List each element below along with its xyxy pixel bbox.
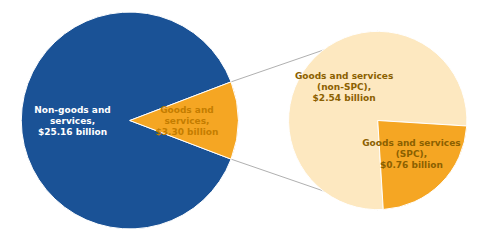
svg-text:Goods and services: Goods and services [362,138,460,148]
svg-text:$3.30 billion: $3.30 billion [155,127,218,137]
svg-text:Goods and services: Goods and services [295,71,393,81]
svg-text:$0.76 billion: $0.76 billion [380,160,443,170]
svg-text:Goods and: Goods and [160,105,214,115]
svg-text:services,: services, [164,116,209,126]
svg-text:services,: services, [50,116,95,126]
svg-text:$2.54 billion: $2.54 billion [313,93,376,103]
svg-text:(SPC),: (SPC), [396,149,427,159]
svg-text:(non-SPC),: (non-SPC), [317,82,371,92]
svg-text:$25.16 billion: $25.16 billion [38,127,107,137]
svg-text:Non-goods and: Non-goods and [34,105,111,115]
